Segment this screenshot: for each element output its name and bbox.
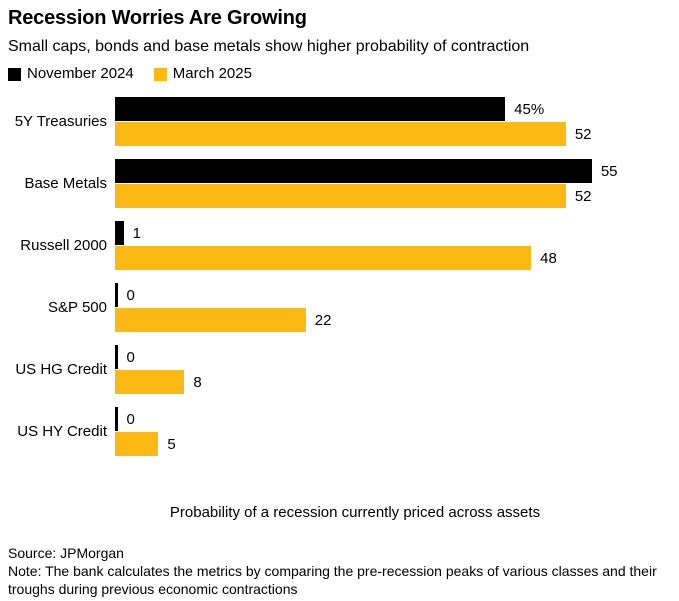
bar-line-november-2024: 45% [115,97,592,121]
source-text: Source: JPMorgan [8,545,124,561]
bar-chart: 5Y Treasuries 45% 52 Base Metals 55 52 Russell… [8,97,671,456]
bar-stack: 55 52 [115,159,618,208]
bar-value-label: 1 [132,224,141,242]
bar-line-march-2025: 5 [115,432,176,456]
chart-row-russell-2000: Russell 2000 1 48 [8,221,671,270]
bar-line-november-2024: 0 [115,407,176,431]
category-label: Russell 2000 [20,236,107,254]
bar-march-2025 [115,308,306,332]
chart-row-us-hy-credit: US HY Credit 0 5 [8,407,671,456]
bar-stack: 1 48 [115,221,557,270]
category-label: US HG Credit [15,360,107,378]
chart-subtitle: Small caps, bonds and base metals show h… [8,38,530,55]
chart-row-s-p-500: S&P 500 0 22 [8,283,671,332]
bar-value-label: 22 [314,311,332,329]
bar-value-label: 0 [126,410,135,428]
bar-value-label: 45% [514,100,545,118]
bar-value-label: 0 [126,348,135,366]
bar-line-november-2024: 0 [115,283,331,307]
bar-line-march-2025: 48 [115,246,557,270]
bar-november-2024 [115,345,118,369]
bar-value-label: 8 [193,373,202,391]
category-label: US HY Credit [17,422,107,440]
bar-march-2025 [115,432,159,456]
legend-item-november-2024: November 2024 [8,66,134,82]
category-label: S&P 500 [48,298,107,316]
bar-value-label: 52 [574,187,592,205]
bar-march-2025 [115,184,566,208]
bar-stack: 0 22 [115,283,331,332]
bar-line-november-2024: 55 [115,159,618,183]
bar-november-2024 [115,283,118,307]
bar-line-march-2025: 22 [115,308,331,332]
chart-row-5y-treasuries: 5Y Treasuries 45% 52 [8,97,671,146]
category-label: Base Metals [24,174,107,192]
legend-label: November 2024 [27,65,134,82]
bar-line-november-2024: 0 [115,345,202,369]
bar-value-label: 5 [167,435,176,453]
bar-march-2025 [115,122,566,146]
bar-november-2024 [115,97,506,121]
bar-november-2024 [115,159,592,183]
chart-row-base-metals: Base Metals 55 52 [8,159,671,208]
bar-line-march-2025: 52 [115,184,618,208]
legend-label: March 2025 [172,65,252,82]
bar-march-2025 [115,246,532,270]
footer: Source: JPMorgan Note: The bank calculat… [8,544,671,598]
bar-stack: 45% 52 [115,97,592,146]
bar-value-label: 52 [574,125,592,143]
bar-line-march-2025: 52 [115,122,592,146]
chart-row-us-hg-credit: US HG Credit 0 8 [8,345,671,394]
chart-title: Recession Worries Are Growing [8,7,307,29]
x-axis-label: Probability of a recession currently pri… [169,504,541,521]
legend: November 2024 March 2025 [8,66,671,82]
category-label: 5Y Treasuries [14,112,107,130]
bar-line-march-2025: 8 [115,370,202,394]
legend-item-march-2025: March 2025 [153,65,252,82]
bar-value-label: 55 [600,162,618,180]
bar-november-2024 [115,221,124,245]
bar-march-2025 [115,370,185,394]
bar-november-2024 [115,407,118,431]
legend-swatch-icon [8,67,21,81]
bar-value-label: 0 [126,286,135,304]
note-text: Note: The bank calculates the metrics by… [8,563,657,597]
bar-value-label: 48 [540,249,557,267]
legend-swatch-icon [153,67,167,81]
bar-line-november-2024: 1 [115,221,557,245]
